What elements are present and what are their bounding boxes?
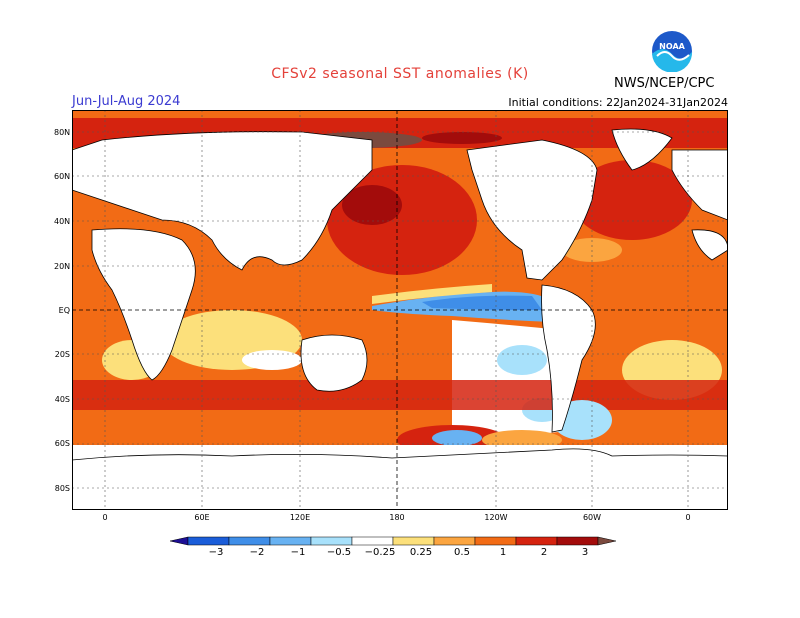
colorbar [170,536,617,546]
southeast-pacific-cool [497,345,547,375]
colorbar-label: −0.25 [364,547,396,558]
lon-label-120e: 120E [289,513,311,522]
arctic-strong-patch [422,132,502,144]
colorbar-label: 0.5 [454,547,470,558]
colorbar-segment [433,536,476,546]
lat-label-20s: 20S [54,350,70,359]
lat-label-40s: 40S [54,395,70,404]
equator-and-dateline [72,110,728,510]
lat-label-20n: 20N [54,262,71,271]
eurasia [72,131,373,271]
colorbar-segment [556,536,599,546]
colorbar-segment [269,536,312,546]
lat-label-eq: EQ [58,306,70,315]
colorbar-segment [515,536,558,546]
lat-label-40n: 40N [54,217,71,226]
colorbar-label: −2 [249,547,265,558]
sst-anomaly-map [72,110,728,510]
antarctica [72,448,728,510]
lon-label-0: 0 [102,513,108,522]
cold-tongue-core [422,295,542,310]
lat-label-80n: 80N [54,128,71,137]
lon-label-60e: 60E [194,513,210,522]
north-pacific-strong [342,185,402,225]
europe-east-edge [671,149,728,221]
colorbar-segment [474,536,517,546]
south-pacific-cold-patch [432,430,482,446]
colorbar-segment [228,536,271,546]
colorbar-arrow-left [170,536,189,546]
greenland [611,128,673,171]
colorbar-label: −1 [290,547,306,558]
initial-conditions-label: Initial conditions: 22Jan2024-31Jan2024 [508,96,728,109]
africa [91,228,196,381]
colorbar-label: −3 [208,547,224,558]
colorbar-label: −0.5 [326,547,352,558]
map-title: CFSv2 seasonal SST anomalies (K) [271,66,529,82]
africa-west-edge [691,229,728,261]
australia [300,334,368,392]
colorbar-label: 2 [540,547,548,558]
indian-ocean-neutral [242,350,302,370]
agency-label: NWS/NCEP/CPC [614,76,715,91]
north-atlantic-warm [572,160,692,240]
lon-label-120w: 120W [484,513,508,522]
lat-label-60n: 60N [54,172,71,181]
colorbar-label: 3 [581,547,589,558]
cold-tongue-edge-north [372,284,492,304]
southern-ocean-warm [72,380,728,410]
lon-label-0-east: 0 [685,513,691,522]
map-frame [72,110,728,510]
lon-label-180: 180 [389,513,405,522]
colorbar-arrow-right [597,536,617,546]
logo-text: NOAA [659,42,685,51]
colorbar-label: 0.25 [409,547,433,558]
colorbar-segment [351,536,394,546]
lon-label-60w: 60W [582,513,602,522]
colorbar-segment [392,536,435,546]
colorbar-label: 1 [499,547,507,558]
colorbar-segment [187,536,230,546]
lat-label-60s: 60S [54,439,70,448]
colorbar-segment [310,536,353,546]
north-america [466,139,598,281]
noaa-logo: NOAA [652,31,693,72]
season-label: Jun-Jul-Aug 2024 [72,94,181,109]
lat-label-80s: 80S [54,484,70,493]
